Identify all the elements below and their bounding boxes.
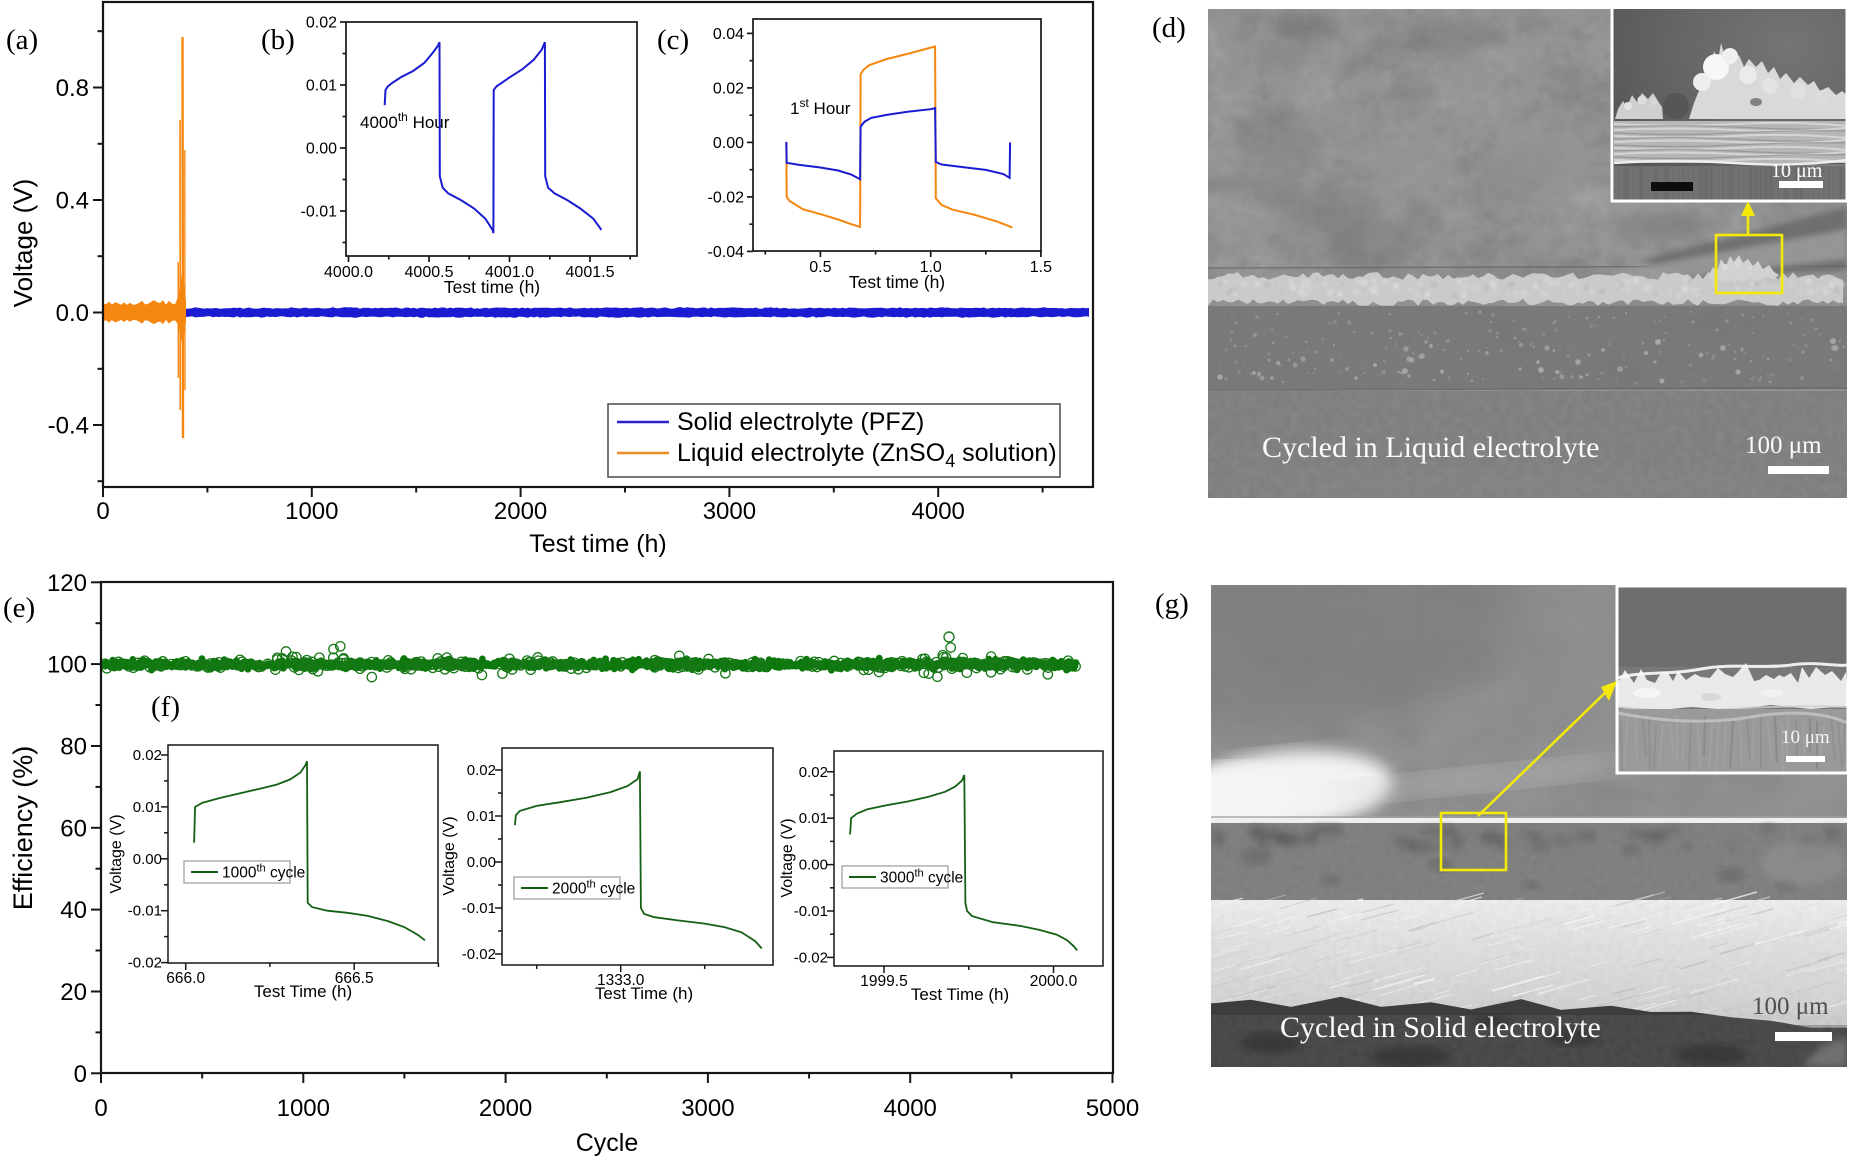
svg-text:Voltage (V): Voltage (V)	[779, 818, 796, 897]
svg-text:-0.02: -0.02	[794, 949, 828, 966]
svg-text:0.04: 0.04	[713, 26, 744, 43]
svg-text:3000th cycle: 3000th cycle	[880, 868, 963, 887]
svg-text:-0.4: -0.4	[48, 413, 89, 440]
svg-text:Voltage (V): Voltage (V)	[441, 816, 458, 895]
svg-text:Test time (h): Test time (h)	[444, 277, 540, 297]
svg-text:Test Time (h): Test Time (h)	[911, 985, 1009, 1004]
svg-text:0.00: 0.00	[467, 854, 496, 871]
svg-text:1000: 1000	[285, 498, 338, 525]
svg-text:2000: 2000	[494, 498, 547, 525]
svg-text:100: 100	[47, 652, 87, 679]
svg-text:40: 40	[60, 897, 87, 924]
svg-text:0.02: 0.02	[133, 747, 162, 764]
svg-text:0.02: 0.02	[467, 762, 496, 779]
svg-text:0: 0	[96, 498, 109, 525]
svg-text:1.5: 1.5	[1030, 259, 1052, 276]
svg-text:Test time (h): Test time (h)	[529, 530, 667, 558]
svg-text:4000.5: 4000.5	[405, 264, 454, 281]
svg-text:-0.01: -0.01	[794, 903, 828, 920]
svg-text:666.5: 666.5	[335, 970, 374, 987]
svg-text:-0.01: -0.01	[128, 903, 162, 920]
svg-text:0: 0	[74, 1061, 87, 1088]
svg-text:0.00: 0.00	[799, 857, 828, 874]
svg-text:1st Hour: 1st Hour	[790, 96, 851, 118]
svg-text:80: 80	[60, 734, 87, 761]
svg-text:Solid electrolyte (PFZ): Solid electrolyte (PFZ)	[677, 408, 924, 436]
svg-text:0.4: 0.4	[56, 188, 89, 215]
svg-text:-0.02: -0.02	[462, 946, 496, 963]
svg-text:0.02: 0.02	[306, 15, 337, 32]
svg-text:0.02: 0.02	[799, 764, 828, 781]
svg-text:100 μm: 100 μm	[1745, 432, 1822, 459]
svg-text:0.02: 0.02	[713, 80, 744, 97]
svg-text:-0.02: -0.02	[128, 955, 162, 972]
svg-text:Test Time (h): Test Time (h)	[595, 984, 693, 1003]
svg-text:2000th cycle: 2000th cycle	[552, 879, 635, 898]
svg-text:0.00: 0.00	[713, 135, 744, 152]
svg-text:60: 60	[60, 815, 87, 842]
svg-text:0.00: 0.00	[133, 851, 162, 868]
svg-text:10 μm: 10 μm	[1771, 160, 1823, 182]
svg-text:Cycle: Cycle	[576, 1129, 639, 1157]
svg-text:0.01: 0.01	[133, 799, 162, 816]
svg-text:0.01: 0.01	[799, 810, 828, 827]
svg-text:-0.01: -0.01	[301, 204, 338, 221]
svg-text:Test Time (h): Test Time (h)	[254, 982, 352, 1001]
svg-text:4001.5: 4001.5	[566, 264, 615, 281]
svg-text:2000.0: 2000.0	[1030, 973, 1078, 990]
svg-text:4000.0: 4000.0	[324, 264, 373, 281]
svg-text:0.00: 0.00	[306, 141, 337, 158]
svg-text:5000: 5000	[1086, 1095, 1139, 1122]
svg-text:Voltage (V): Voltage (V)	[8, 179, 38, 308]
svg-text:0.01: 0.01	[306, 78, 337, 95]
svg-text:0.0: 0.0	[56, 300, 89, 327]
svg-text:1000: 1000	[277, 1095, 330, 1122]
svg-text:0.5: 0.5	[809, 259, 831, 276]
svg-text:20: 20	[60, 979, 87, 1006]
svg-text:-0.04: -0.04	[708, 244, 745, 261]
svg-text:3000: 3000	[681, 1095, 734, 1122]
svg-text:120: 120	[47, 570, 87, 597]
svg-text:Test time (h): Test time (h)	[849, 272, 945, 292]
svg-text:-0.01: -0.01	[462, 900, 496, 917]
svg-text:4000: 4000	[884, 1095, 937, 1122]
svg-text:1.0: 1.0	[920, 259, 942, 276]
svg-text:4000: 4000	[912, 498, 965, 525]
svg-text:0.01: 0.01	[467, 808, 496, 825]
svg-text:1333.0: 1333.0	[597, 972, 645, 989]
svg-text:0.8: 0.8	[56, 75, 89, 102]
svg-text:Efficiency (%): Efficiency (%)	[8, 746, 38, 911]
svg-text:Cycled in Liquid electrolyte: Cycled in Liquid electrolyte	[1262, 431, 1599, 464]
svg-text:10 μm: 10 μm	[1781, 727, 1830, 748]
svg-text:Cycled in Solid electrolyte: Cycled in Solid electrolyte	[1280, 1011, 1601, 1044]
svg-text:-0.02: -0.02	[708, 189, 745, 206]
svg-text:2000: 2000	[479, 1095, 532, 1122]
svg-text:3000: 3000	[703, 498, 756, 525]
svg-text:1000th cycle: 1000th cycle	[222, 863, 305, 882]
svg-text:0: 0	[94, 1095, 107, 1122]
svg-text:Voltage (V): Voltage (V)	[108, 814, 125, 893]
svg-text:100 μm: 100 μm	[1752, 993, 1829, 1020]
svg-text:1999.5: 1999.5	[860, 973, 907, 990]
svg-text:666.0: 666.0	[166, 970, 205, 987]
svg-text:Liquid electrolyte (ZnSO4 solu: Liquid electrolyte (ZnSO4 solution)	[677, 439, 1057, 471]
svg-text:4001.0: 4001.0	[485, 264, 534, 281]
